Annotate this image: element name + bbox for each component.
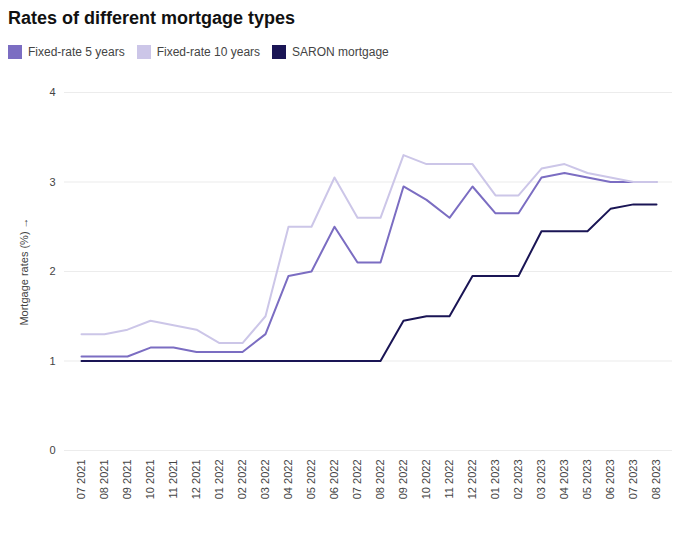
svg-text:09 2022: 09 2022 [397,460,409,500]
svg-text:09 2021: 09 2021 [121,460,133,500]
svg-text:04 2023: 04 2023 [558,460,570,500]
svg-text:04 2022: 04 2022 [282,460,294,500]
svg-text:07 2023: 07 2023 [627,460,639,500]
svg-text:05 2022: 05 2022 [305,460,317,500]
svg-text:05 2023: 05 2023 [581,460,593,500]
svg-text:01 2023: 01 2023 [489,460,501,500]
svg-text:06 2022: 06 2022 [328,460,340,500]
svg-text:02 2022: 02 2022 [236,460,248,500]
svg-text:08 2021: 08 2021 [98,460,110,500]
svg-text:2: 2 [49,265,55,277]
svg-text:10 2021: 10 2021 [144,460,156,500]
svg-text:10 2022: 10 2022 [420,460,432,500]
svg-text:07 2022: 07 2022 [351,460,363,500]
svg-text:08 2022: 08 2022 [374,460,386,500]
svg-text:06 2023: 06 2023 [604,460,616,500]
svg-text:4: 4 [49,86,55,98]
svg-text:3: 3 [49,176,55,188]
svg-text:08 2023: 08 2023 [650,460,662,500]
html-text:SARON mortgage: SARON mortgage [292,44,389,59]
svg-text:12 2021: 12 2021 [190,460,202,500]
svg-text:03 2022: 03 2022 [259,460,271,500]
svg-text:11 2022: 11 2022 [443,460,455,499]
html-text:Fixed-rate 5 years: Fixed-rate 5 years [28,44,125,59]
svg-text:12 2022: 12 2022 [466,460,478,500]
svg-text:11 2021: 11 2021 [167,460,179,499]
svg-text:1: 1 [49,355,55,367]
svg-text:03 2023: 03 2023 [535,460,547,500]
svg-text:02 2023: 02 2023 [512,460,524,500]
html-text:Rates of different mortgage ty: Rates of different mortgage types [8,8,296,28]
svg-text:0: 0 [49,444,55,456]
html-text:Fixed-rate 10 years: Fixed-rate 10 years [156,44,261,59]
svg-text:01 2022: 01 2022 [213,460,225,500]
svg-text:Mortgage rates (%) →: Mortgage rates (%) → [18,217,30,325]
svg-text:07 2021: 07 2021 [75,460,87,500]
